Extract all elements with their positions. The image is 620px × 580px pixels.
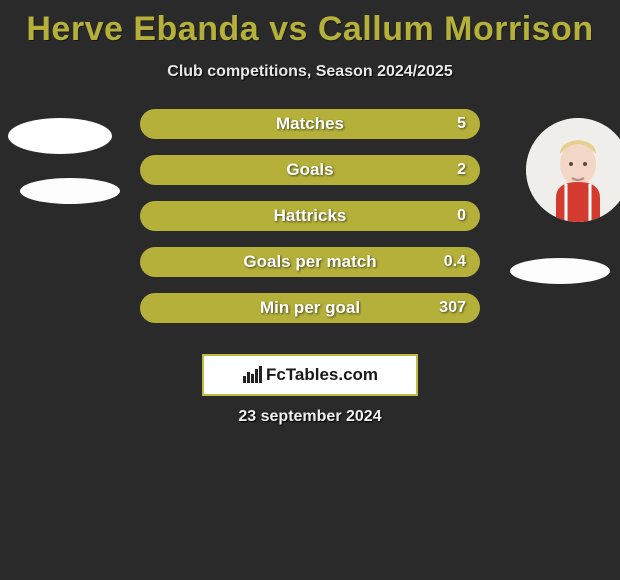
stat-row: Hattricks 0	[0, 201, 620, 231]
stat-value: 307	[439, 293, 466, 323]
stat-row: Matches 5	[0, 109, 620, 139]
bars-icon	[242, 366, 262, 384]
stat-value: 5	[457, 109, 466, 139]
stat-bar: Goals per match 0.4	[140, 247, 480, 277]
stat-label: Matches	[140, 114, 480, 134]
subtitle: Club competitions, Season 2024/2025	[0, 63, 620, 81]
date-text: 23 september 2024	[0, 408, 620, 426]
stat-row: Goals 2	[0, 155, 620, 185]
stat-label: Goals	[140, 160, 480, 180]
stat-label: Min per goal	[140, 298, 480, 318]
page-title: Herve Ebanda vs Callum Morrison	[0, 0, 620, 49]
stat-value: 0	[457, 201, 466, 231]
stat-bar: Goals 2	[140, 155, 480, 185]
stat-label: Goals per match	[140, 252, 480, 272]
brand-link[interactable]: FcTables.com	[202, 354, 418, 396]
brand-text: FcTables.com	[266, 365, 378, 385]
stat-row: Min per goal 307	[0, 293, 620, 323]
stat-value: 2	[457, 155, 466, 185]
stat-value: 0.4	[444, 247, 466, 277]
stat-label: Hattricks	[140, 206, 480, 226]
stats-rows: Matches 5 Goals 2 Hattricks 0 Goals per …	[0, 109, 620, 323]
stat-bar: Hattricks 0	[140, 201, 480, 231]
stat-bar: Min per goal 307	[140, 293, 480, 323]
stat-bar: Matches 5	[140, 109, 480, 139]
stat-row: Goals per match 0.4	[0, 247, 620, 277]
